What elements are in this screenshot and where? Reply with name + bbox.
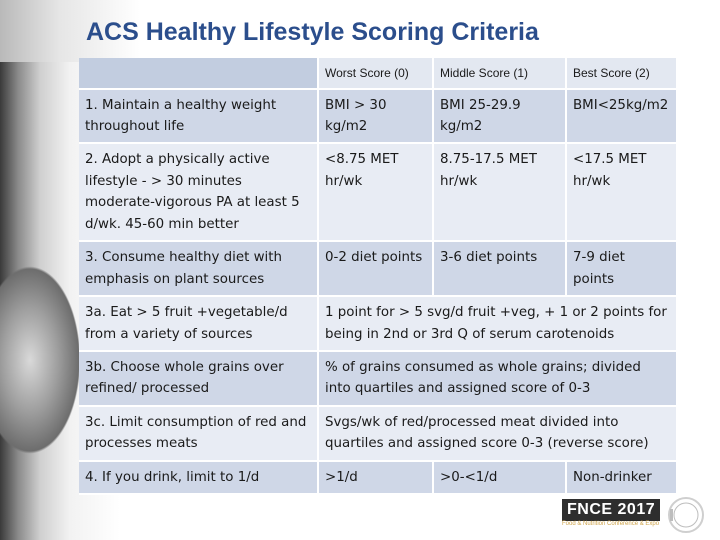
header-blank-cell — [79, 58, 319, 90]
table-row: 1. Maintain a healthy weight throughout … — [79, 89, 678, 145]
merged-score-cell: 1 point for > 5 svg/d fruit +veg, + 1 or… — [319, 297, 678, 352]
middle-cell: BMI 25-29.9 kg/m2 — [434, 89, 567, 145]
scoring-criteria-table: Worst Score (0) Middle Score (1) Best Sc… — [79, 58, 678, 496]
worst-cell: >1/d — [319, 461, 434, 496]
centennial-emblem-icon — [668, 497, 704, 533]
fnce-brand: FNCE — [567, 501, 613, 518]
header-worst-score: Worst Score (0) — [319, 58, 434, 90]
middle-cell: 8.75-17.5 MET hr/wk — [434, 144, 567, 243]
middle-cell: >0-<1/d — [434, 461, 567, 496]
table-row: 3a. Eat > 5 fruit +vegetable/d from a va… — [79, 297, 678, 352]
best-cell: 7-9 diet points — [567, 242, 678, 298]
table-row: 3c. Limit consumption of red and process… — [79, 406, 678, 462]
table-row: 3. Consume healthy diet with emphasis on… — [79, 242, 678, 298]
best-cell: Non-drinker — [567, 461, 678, 496]
table-row: 3b. Choose whole grains over refined/ pr… — [79, 351, 678, 407]
header-best-score: Best Score (2) — [567, 58, 678, 90]
fnce-logo: FNCE 2017 Food & Nutrition Conference & … — [558, 493, 720, 540]
page-title: ACS Healthy Lifestyle Scoring Criteria — [86, 18, 539, 46]
header-middle-score: Middle Score (1) — [434, 58, 567, 90]
criterion-cell: 3b. Choose whole grains over refined/ pr… — [79, 351, 319, 407]
table-row: 4. If you drink, limit to 1/d >1/d >0-<1… — [79, 461, 678, 496]
background-top-fade — [0, 0, 720, 62]
best-cell: BMI<25kg/m2 — [567, 89, 678, 145]
worst-cell: <8.75 MET hr/wk — [319, 144, 434, 243]
criterion-cell: 3a. Eat > 5 fruit +vegetable/d from a va… — [79, 297, 319, 352]
table-header-row: Worst Score (0) Middle Score (1) Best Sc… — [79, 58, 678, 90]
fnce-wordmark: FNCE 2017 — [562, 499, 661, 521]
worst-cell: BMI > 30 kg/m2 — [319, 89, 434, 145]
worst-cell: 0-2 diet points — [319, 242, 434, 298]
middle-cell: 3-6 diet points — [434, 242, 567, 298]
table-row: 2. Adopt a physically active lifestyle -… — [79, 144, 678, 243]
criterion-cell: 3c. Limit consumption of red and process… — [79, 406, 319, 462]
criterion-cell: 3. Consume healthy diet with emphasis on… — [79, 242, 319, 298]
criterion-cell: 4. If you drink, limit to 1/d — [79, 461, 319, 496]
merged-score-cell: Svgs/wk of red/processed meat divided in… — [319, 406, 678, 462]
criterion-cell: 1. Maintain a healthy weight throughout … — [79, 89, 319, 145]
fnce-year: 2017 — [617, 501, 656, 518]
best-cell: <17.5 MET hr/wk — [567, 144, 678, 243]
merged-score-cell: % of grains consumed as whole grains; di… — [319, 351, 678, 407]
criterion-cell: 2. Adopt a physically active lifestyle -… — [79, 144, 319, 243]
fnce-tagline: Food & Nutrition Conference & Expo — [562, 521, 660, 527]
